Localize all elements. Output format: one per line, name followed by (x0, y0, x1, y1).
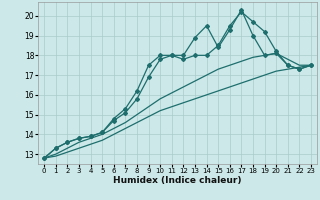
X-axis label: Humidex (Indice chaleur): Humidex (Indice chaleur) (113, 176, 242, 185)
